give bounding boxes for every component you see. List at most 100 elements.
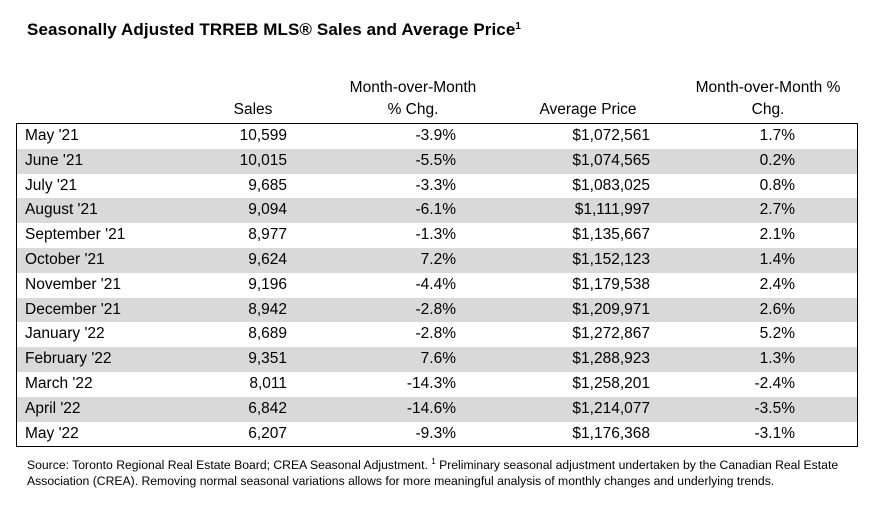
cell-mom-price-chg: 2.7%: [650, 198, 795, 224]
cell-month: March '22: [25, 374, 93, 392]
table-row: May '22 6,207 -9.3% $1,176,368 -3.1%: [17, 422, 858, 447]
header-mom-sales-line1: Month-over-Month: [349, 79, 477, 96]
table-row: November '21 9,196 -4.4% $1,179,538 2.4%: [17, 273, 858, 298]
cell-average-price: $1,288,923: [456, 347, 650, 372]
cell-padding: [795, 372, 858, 397]
source-text-part2: Preliminary seasonal adjustment undertak…: [27, 458, 839, 488]
cell-sales: 8,011: [249, 374, 287, 392]
header-mom-sales-line2: % Chg.: [387, 101, 439, 118]
table-row: April '22 6,842 -14.6% $1,214,077 -3.5%: [16, 396, 858, 422]
cell-mom-sales-chg: -14.3%: [406, 374, 456, 392]
cell-sales: 8,942: [215, 297, 287, 323]
cell-average-price: $1,209,971: [456, 297, 650, 323]
cell-mom-price-chg: 2.6%: [650, 297, 795, 323]
cell-average-price: $1,083,025: [572, 176, 650, 194]
cell-padding: [795, 223, 858, 248]
cell-month: February '22: [16, 347, 215, 372]
cell-month: May '21: [25, 127, 79, 144]
table-row: June '21 10,015 -5.5% $1,074,565 0.2%: [16, 148, 858, 174]
table-row: September '21 8,977 -1.3% $1,135,667 2.1%: [17, 223, 858, 248]
cell-average-price: $1,111,997: [456, 198, 650, 224]
cell-sales: 9,624: [215, 247, 287, 273]
cell-sales: 9,685: [248, 176, 287, 194]
cell-mom-price-chg: -3.5%: [650, 396, 795, 422]
cell-padding: [795, 148, 858, 174]
table-row: January '22 8,689 -2.8% $1,272,867 5.2%: [17, 322, 858, 347]
header-mom-sales: Month-over-Month % Chg.: [330, 77, 496, 121]
cell-padding: [795, 273, 858, 298]
table-row: July '21 9,685 -3.3% $1,083,025 0.8%: [17, 174, 858, 199]
cell-month: January '22: [25, 325, 105, 343]
cell-mom-sales-chg: -5.5%: [287, 148, 456, 174]
table-row: October '21 9,624 7.2% $1,152,123 1.4%: [16, 247, 858, 273]
cell-average-price: $1,272,867: [572, 325, 650, 343]
cell-month: July '21: [25, 176, 78, 194]
cell-mom-price-chg: 1.7%: [759, 127, 795, 144]
cell-mom-price-chg: 2.1%: [759, 226, 795, 244]
cell-average-price: $1,152,123: [456, 247, 650, 273]
cell-mom-sales-chg: -6.1%: [287, 198, 456, 224]
cell-mom-sales-chg: -9.3%: [415, 424, 457, 442]
cell-padding: [795, 396, 858, 422]
cell-sales: 9,351: [215, 347, 287, 372]
cell-month: November '21: [25, 275, 122, 293]
cell-mom-sales-chg: -2.8%: [415, 325, 457, 343]
cell-month: May '22: [25, 424, 79, 442]
cell-sales: 10,599: [239, 127, 287, 144]
cell-sales: 6,207: [248, 424, 287, 442]
source-note: Source: Toronto Regional Real Estate Boa…: [27, 454, 847, 489]
cell-mom-sales-chg: -2.8%: [287, 297, 456, 323]
table-body: May '21 10,599 -3.9% $1,072,561 1.7% June '21…: [16, 124, 858, 447]
sales-price-table: May '21 10,599 -3.9% $1,072,561 1.7% June '21…: [16, 123, 858, 448]
cell-month: October '21: [16, 247, 215, 273]
cell-average-price: $1,072,561: [572, 127, 650, 144]
cell-padding: [795, 322, 858, 347]
cell-mom-price-chg: 0.2%: [650, 148, 795, 174]
table-row: May '21 10,599 -3.9% $1,072,561 1.7%: [17, 124, 858, 149]
cell-sales: 9,196: [248, 275, 287, 293]
cell-month: December '21: [16, 297, 215, 323]
cell-month: April '22: [16, 396, 215, 422]
cell-padding: [795, 297, 858, 323]
cell-mom-price-chg: -3.1%: [754, 424, 796, 442]
cell-mom-price-chg: 2.4%: [759, 275, 795, 293]
cell-padding: [795, 422, 858, 447]
cell-mom-price-chg: 1.3%: [650, 347, 795, 372]
table-row: March '22 8,011 -14.3% $1,258,201 -2.4%: [17, 372, 858, 397]
cell-sales: 6,842: [215, 396, 287, 422]
cell-padding: [795, 124, 858, 149]
cell-padding: [795, 247, 858, 273]
cell-mom-sales-chg: -4.4%: [415, 275, 457, 293]
cell-mom-sales-chg: -14.6%: [287, 396, 456, 422]
header-mom-price: Month-over-Month % Chg.: [676, 77, 860, 121]
header-mom-price-line2: Chg.: [751, 101, 785, 118]
cell-mom-sales-chg: 7.2%: [287, 247, 456, 273]
cell-padding: [795, 347, 858, 372]
header-avg-price-label: Average Price: [539, 101, 637, 118]
cell-padding: [795, 198, 858, 224]
cell-average-price: $1,135,667: [572, 226, 650, 244]
cell-average-price: $1,258,201: [572, 374, 650, 392]
title-text: Seasonally Adjusted TRREB MLS® Sales and…: [27, 20, 516, 39]
header-sales: Sales: [228, 99, 278, 121]
cell-sales: 10,015: [215, 148, 287, 174]
source-footnote-marker: 1: [431, 457, 436, 466]
header-mom-price-line1: Month-over-Month %: [695, 79, 841, 96]
cell-sales: 9,094: [215, 198, 287, 224]
cell-sales: 8,977: [248, 226, 287, 244]
cell-mom-sales-chg: -3.9%: [415, 127, 457, 144]
table-row: December '21 8,942 -2.8% $1,209,971 2.6%: [16, 297, 858, 323]
table-row: August '21 9,094 -6.1% $1,111,997 2.7%: [16, 198, 858, 224]
cell-mom-price-chg: -2.4%: [754, 374, 796, 392]
cell-average-price: $1,179,538: [572, 275, 650, 293]
source-text-part1: Source: Toronto Regional Real Estate Boa…: [27, 458, 432, 473]
cell-mom-sales-chg: 7.6%: [287, 347, 456, 372]
cell-month: September '21: [25, 226, 126, 244]
cell-mom-price-chg: 5.2%: [759, 325, 795, 343]
cell-average-price: $1,214,077: [456, 396, 650, 422]
cell-month: June '21: [16, 148, 215, 174]
cell-mom-sales-chg: -3.3%: [415, 176, 457, 194]
cell-month: August '21: [16, 198, 215, 224]
title-footnote-marker: 1: [515, 21, 522, 32]
cell-padding: [795, 174, 858, 199]
